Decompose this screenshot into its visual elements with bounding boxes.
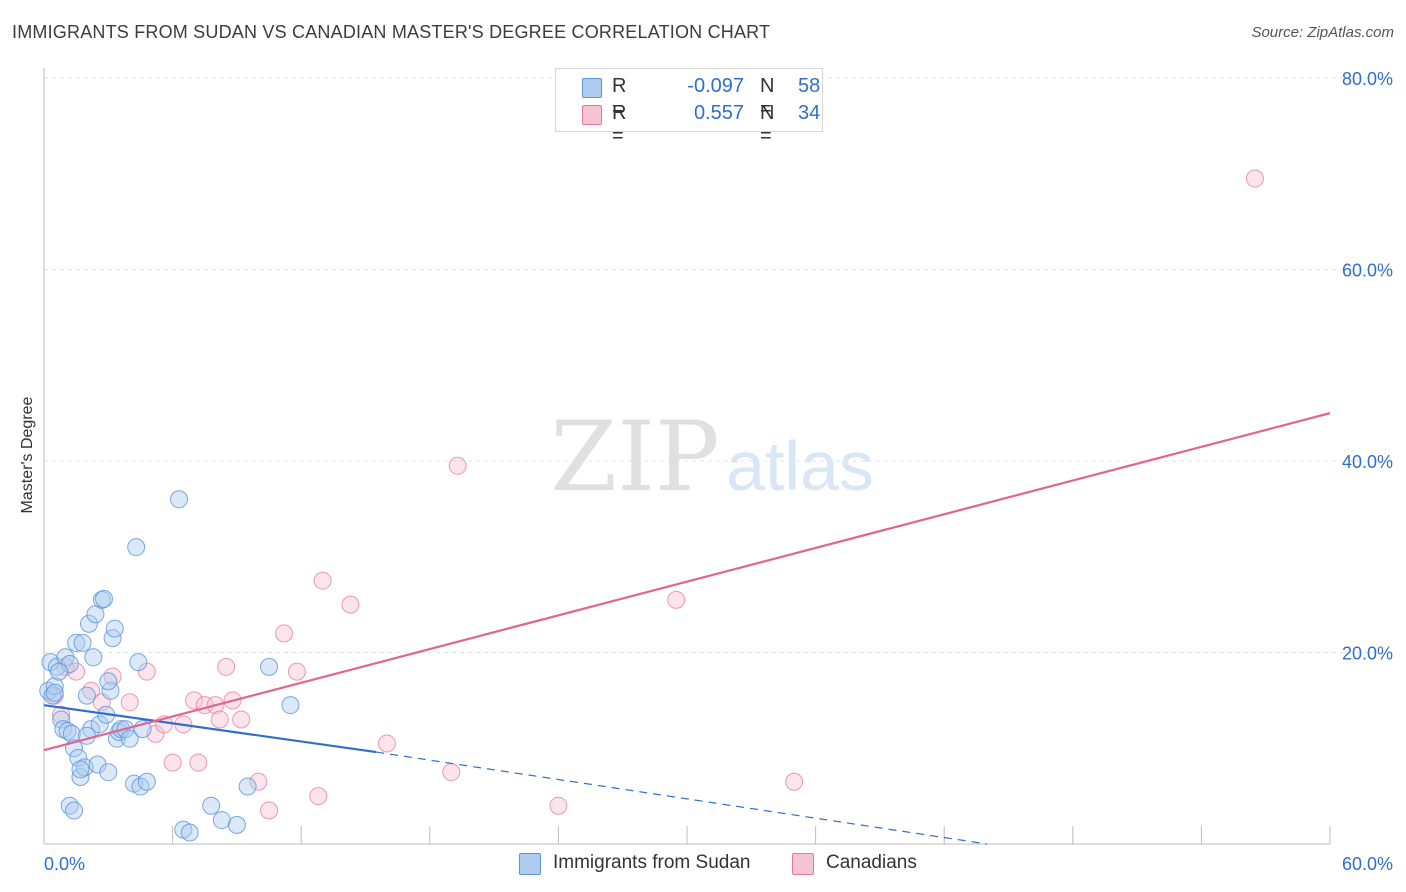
legend-r-value: -0.097 (687, 75, 744, 97)
legend-swatch-blue (582, 78, 602, 98)
sudan-point (99, 672, 118, 691)
chart-title: IMMIGRANTS FROM SUDAN VS CANADIAN MASTER… (12, 22, 771, 42)
sudan-points (39, 490, 300, 842)
sudan-point (227, 815, 246, 834)
sudan-point (127, 538, 146, 557)
legend-r-label: R = (612, 102, 627, 147)
sudan-point (65, 801, 84, 820)
canadians-point (260, 801, 279, 820)
x-tick-label: 60.0% (1342, 854, 1393, 874)
legend-swatch-pink (582, 105, 602, 125)
sudan-point (105, 619, 124, 638)
canadians-point (275, 624, 294, 643)
sudan-point (77, 686, 96, 705)
sudan-point (45, 677, 64, 696)
canadians-point (120, 693, 139, 712)
legend-n-value: 34 (798, 102, 821, 124)
canadians-point (249, 772, 268, 791)
sudan-point (238, 777, 257, 796)
trend-lines (43, 412, 1331, 845)
sudan-point (90, 715, 109, 734)
sudan-point (180, 823, 199, 842)
legend-r-value: 0.557 (693, 102, 744, 124)
watermark: ZIP atlas (550, 401, 874, 513)
sudan-point (120, 729, 139, 748)
canadians-point (232, 710, 251, 729)
sudan-point (69, 748, 88, 767)
sudan-point (260, 657, 279, 676)
y-tick-label: 40.0% (1342, 452, 1393, 472)
canadians-points (45, 169, 1264, 820)
grid-lines (44, 77, 1394, 653)
sudan-point (212, 811, 231, 830)
watermark-atlas: atlas (726, 427, 874, 505)
canadians-point (210, 710, 229, 729)
sudan-point (88, 755, 107, 774)
sudan-point (71, 760, 90, 779)
canadians-point (448, 456, 467, 475)
tick-labels: 20.0% 40.0% 60.0% 80.0% 0.0% 60.0% (44, 69, 1393, 874)
sudan-point (202, 796, 221, 815)
sudan-point (84, 648, 103, 667)
sudan-point (45, 683, 64, 702)
canadians-point (52, 705, 71, 724)
sudan-point (73, 633, 92, 652)
sudan-point (99, 763, 118, 782)
canadians-point (313, 571, 332, 590)
canadians-trend (43, 412, 1331, 752)
sudan-point (170, 490, 189, 509)
canadians-point (309, 787, 328, 806)
sudan-point (281, 696, 300, 715)
legend-n-label: N = (760, 102, 775, 147)
watermark-zip: ZIP (550, 401, 719, 513)
sudan-point (95, 589, 114, 608)
canadians-point (341, 595, 360, 614)
legend-label: Immigrants from Sudan (553, 852, 751, 873)
canadians-point (785, 772, 804, 791)
canadians-point (442, 763, 461, 782)
canadians-point (163, 753, 182, 772)
legend-n-value: 58 (798, 75, 821, 97)
sudan-point (129, 653, 148, 672)
sudan-point (50, 662, 69, 681)
sudan-point (77, 726, 96, 745)
sudan-point (67, 633, 86, 652)
sudan-point (137, 772, 156, 791)
sudan-trend-dashed (376, 751, 988, 845)
y-tick-label: 80.0% (1342, 69, 1393, 89)
legend-swatch-blue (519, 853, 541, 875)
sudan-point (60, 654, 79, 673)
x-tick-label: 0.0% (44, 854, 85, 874)
canadians-point (549, 796, 568, 815)
canadians-point (287, 662, 306, 681)
axes (43, 68, 1331, 845)
sudan-point (71, 767, 90, 786)
y-tick-label: 60.0% (1342, 261, 1393, 281)
legend-swatch-pink (792, 853, 814, 875)
y-tick-label: 20.0% (1342, 644, 1393, 664)
canadians-point (377, 734, 396, 753)
correlation-legend: R = -0.097 N = 58 R = 0.557 N = 34 (555, 68, 823, 147)
sudan-trend-solid (43, 704, 377, 754)
canadians-point (185, 691, 204, 710)
legend-n-label: N = (760, 75, 775, 120)
source-credit: Source: ZipAtlas.com (1251, 24, 1394, 41)
canadians-point (217, 657, 236, 676)
sudan-point (80, 614, 99, 633)
canadians-point (189, 753, 208, 772)
legend-label: Canadians (826, 852, 917, 873)
canadians-point (1245, 169, 1264, 188)
canadians-point (667, 590, 686, 609)
legend-r-label: R = (612, 75, 627, 120)
